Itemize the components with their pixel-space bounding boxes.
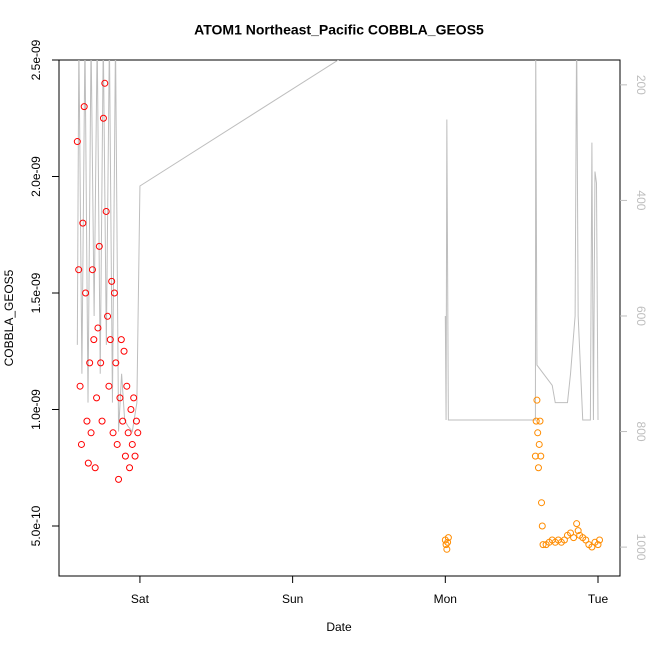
point [130,394,138,402]
point [538,522,546,530]
y-tick-label: 1.0e-09 [29,389,43,430]
point [532,417,540,425]
point [105,382,113,390]
point [98,417,106,425]
point [121,452,129,460]
point [132,417,140,425]
y2-tick-label: 1000 [634,534,648,561]
point [534,429,542,437]
y-tick-label: 1.5e-09 [29,272,43,313]
point [108,277,116,285]
point [117,336,125,344]
point [444,534,452,542]
y2-tick-label: 600 [634,306,648,326]
point [596,536,604,544]
point [102,207,110,215]
x-axis-label: Date [326,620,352,634]
point [123,382,131,390]
point [83,417,91,425]
point [79,219,87,227]
point [84,459,92,467]
point [88,266,96,274]
point [124,429,132,437]
point [538,499,546,507]
point [573,520,581,528]
point [82,289,90,297]
plot-frame [58,59,621,577]
point [120,347,128,355]
point [539,541,547,549]
point [128,440,136,448]
point [534,464,542,472]
point [75,266,83,274]
point [131,452,139,460]
point [94,324,102,332]
point [112,359,120,367]
y2-tick-label: 400 [634,190,648,210]
point [99,114,107,122]
point [80,103,88,111]
point [97,359,105,367]
point [73,138,81,146]
point [536,417,544,425]
x-tick-label: Sun [282,592,303,606]
y-tick-label: 2.5e-09 [29,39,43,80]
point [109,429,117,437]
x-tick-label: Mon [434,592,457,606]
point [91,464,99,472]
pressure-line [76,60,340,433]
point [127,405,135,413]
point [95,242,103,250]
y-tick-label: 5.0e-10 [29,505,43,546]
point [594,541,602,549]
pressure-line [444,60,599,421]
point [93,394,101,402]
point [115,475,123,483]
y-tick-label: 2.0e-09 [29,156,43,197]
point [531,452,539,460]
y2-tick-label: 200 [634,75,648,95]
point [106,336,114,344]
point [110,289,118,297]
point [76,382,84,390]
point [119,417,127,425]
point [101,79,109,87]
point [104,312,112,320]
point [444,538,452,546]
point [86,359,94,367]
point [116,394,124,402]
x-tick-label: Sat [131,592,150,606]
point [537,452,545,460]
point [134,429,142,437]
plot-area [73,60,604,553]
point [533,396,541,404]
point [113,440,121,448]
point [126,464,134,472]
x-tick-label: Tue [588,592,609,606]
point [77,440,85,448]
y-axis-label: COBBLA_GEOS5 [2,269,16,366]
point [90,336,98,344]
y2-tick-label: 800 [634,422,648,442]
point [570,534,578,542]
point [87,429,95,437]
chart-title: ATOM1 Northeast_Pacific COBBLA_GEOS5 [194,22,484,38]
point [443,545,451,553]
point [535,440,543,448]
point [574,527,582,535]
